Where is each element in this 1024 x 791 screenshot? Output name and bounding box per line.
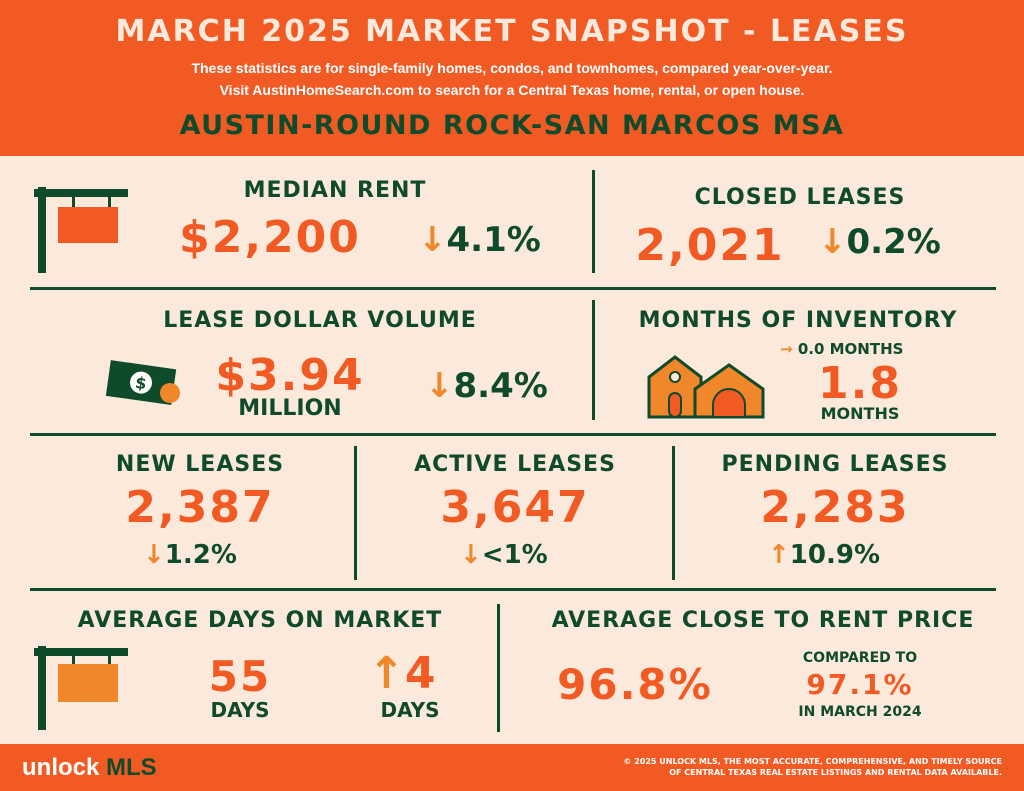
up-arrow-icon: ↑ — [368, 648, 405, 699]
divider — [30, 588, 996, 591]
divider — [592, 300, 595, 420]
region-title: AUSTIN-ROUND ROCK-SAN MARCOS MSA — [179, 110, 845, 141]
page-title: MARCH 2025 MARKET SNAPSHOT - LEASES — [115, 14, 909, 49]
closed-leases-value: 2,021 — [635, 220, 785, 271]
lease-volume-change: 8.4% — [453, 366, 548, 406]
days-on-market-change: 4 — [404, 648, 436, 699]
up-arrow-icon: ↑ — [768, 540, 790, 570]
sign-icon — [34, 646, 128, 730]
down-arrow-icon: ↓ — [418, 220, 447, 260]
divider — [30, 287, 996, 290]
compared-period: IN MARCH 2024 — [798, 704, 922, 720]
new-leases-change: 1.2% — [164, 540, 237, 570]
inventory-value: 1.8 — [818, 358, 902, 409]
right-arrow-icon: → — [780, 340, 793, 358]
footer: unlock MLS © 2025 UNLOCK MLS, THE MOST A… — [0, 744, 1024, 791]
inventory-change: 0.0 MONTHS — [797, 340, 904, 358]
days-on-market-label: AVERAGE DAYS ON MARKET — [77, 608, 443, 633]
compared-label: COMPARED TO — [802, 650, 918, 666]
divider — [354, 446, 357, 580]
median-rent-value: $2,200 — [179, 212, 361, 263]
close-to-rent-label: AVERAGE CLOSE TO RENT PRICE — [551, 608, 975, 633]
pending-leases-change: 10.9% — [789, 540, 880, 570]
new-leases-value: 2,387 — [125, 482, 275, 533]
days-on-market-value: 55 — [208, 652, 272, 701]
days-on-market-unit: DAYS — [210, 698, 270, 722]
lease-volume-unit: MILLION — [238, 396, 342, 421]
compared-value: 97.1% — [806, 668, 914, 701]
lease-volume-label: LEASE DOLLAR VOLUME — [163, 308, 477, 333]
copyright: © 2025 UNLOCK MLS, THE MOST ACCURATE, CO… — [572, 756, 1002, 778]
divider — [672, 446, 675, 580]
pending-leases-value: 2,283 — [760, 482, 910, 533]
divider — [497, 604, 500, 732]
median-rent-label: MEDIAN RENT — [243, 178, 427, 203]
house-icon — [647, 355, 765, 419]
down-arrow-icon: ↓ — [143, 540, 165, 570]
median-rent-change: 4.1% — [446, 220, 541, 260]
logo-text-a: unlock — [22, 754, 100, 781]
new-leases-label: NEW LEASES — [115, 452, 285, 477]
lease-volume-value: $3.94 — [215, 350, 365, 401]
subtitle-line-1: These statistics are for single-family h… — [191, 60, 833, 76]
svg-text:$: $ — [134, 373, 148, 393]
close-to-rent-value: 96.8% — [557, 660, 713, 709]
divider — [592, 170, 595, 273]
closed-leases-change: 0.2% — [846, 222, 941, 262]
active-leases-change: <1% — [481, 540, 548, 570]
down-arrow-icon: ↓ — [460, 540, 482, 570]
money-icon: $ — [105, 360, 180, 406]
days-on-market-change-unit: DAYS — [380, 698, 440, 722]
divider — [30, 433, 996, 436]
logo-text-b: MLS — [106, 754, 157, 781]
down-arrow-icon: ↓ — [425, 366, 454, 406]
inventory-label: MONTHS OF INVENTORY — [638, 308, 958, 333]
pending-leases-label: PENDING LEASES — [721, 452, 949, 477]
header-banner: MARCH 2025 MARKET SNAPSHOT - LEASES Thes… — [0, 0, 1024, 156]
active-leases-value: 3,647 — [440, 482, 590, 533]
unlock-mls-logo: unlock MLS — [22, 754, 157, 782]
copyright-line-1: © 2025 UNLOCK MLS, THE MOST ACCURATE, CO… — [623, 757, 1002, 766]
inventory-unit: MONTHS — [820, 404, 900, 423]
active-leases-label: ACTIVE LEASES — [414, 452, 616, 477]
sign-icon — [34, 187, 128, 273]
copyright-line-2: OF CENTRAL TEXAS REAL ESTATE LISTINGS AN… — [669, 768, 1002, 777]
subtitle-line-2: Visit AustinHomeSearch.com to search for… — [219, 82, 805, 98]
closed-leases-label: CLOSED LEASES — [694, 185, 906, 210]
down-arrow-icon: ↓ — [818, 222, 847, 262]
